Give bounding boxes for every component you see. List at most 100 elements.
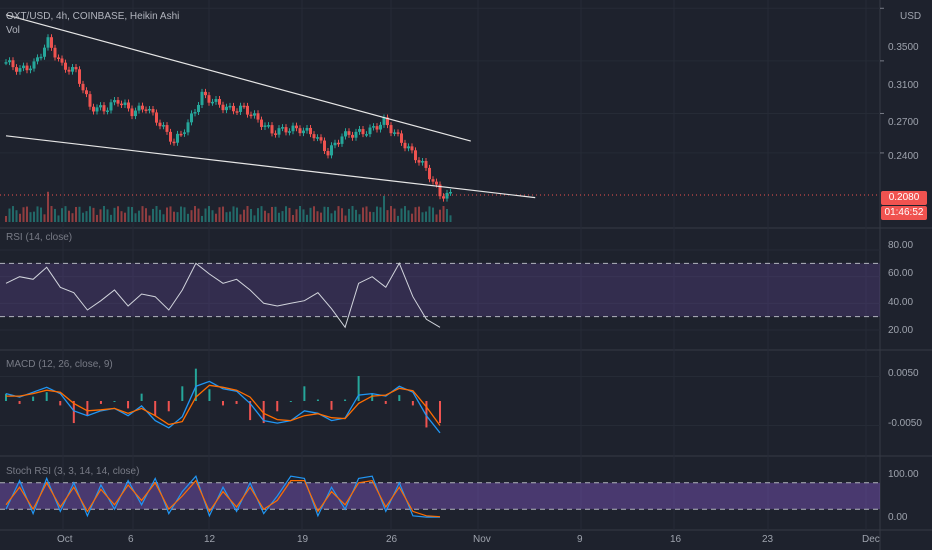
volume-bar (267, 213, 270, 222)
macd-pane-title[interactable]: MACD (12, 26, close, 9) (6, 359, 113, 370)
volume-bar (187, 213, 189, 222)
volume-bar (96, 214, 98, 222)
price-candle (134, 110, 137, 117)
price-candle (18, 68, 22, 72)
volume-bar (414, 207, 417, 222)
volume-bar (110, 214, 112, 222)
volume-bar (295, 209, 298, 222)
volume-bar (421, 212, 424, 222)
volume-bar (134, 213, 137, 222)
price-candle (309, 127, 312, 135)
volume-bar (85, 211, 88, 222)
volume-bar (320, 212, 322, 222)
price-candle (421, 161, 424, 163)
volume-bar (383, 195, 385, 222)
price-candle (372, 126, 375, 128)
volume-bar (141, 206, 144, 222)
price-candle (43, 47, 46, 57)
rsi-pane-title[interactable]: RSI (14, close) (6, 232, 73, 243)
price-candle (15, 67, 18, 72)
volume-label[interactable]: Vol (6, 25, 20, 36)
currency-label: USD (900, 11, 922, 22)
price-candle (263, 125, 267, 127)
macd-histogram-bar (194, 368, 197, 401)
stoch-tick: 0.00 (888, 512, 908, 523)
time-tick: 23 (762, 534, 774, 545)
macd-histogram-bar (72, 401, 75, 424)
volume-bar (183, 207, 186, 222)
volume-bar (82, 212, 84, 222)
volume-bar (376, 206, 378, 222)
price-candle (424, 161, 428, 168)
volume-bar (348, 208, 350, 222)
volume-bar (152, 208, 154, 222)
volume-bar (246, 206, 249, 222)
price-candle (36, 57, 39, 62)
volume-bar (372, 212, 375, 222)
volume-bar (225, 212, 228, 222)
price-candle (144, 109, 148, 111)
stoch-pane-title[interactable]: Stoch RSI (3, 3, 14, 14, close) (6, 466, 140, 477)
price-candle (200, 91, 204, 105)
price-candle (344, 131, 347, 137)
macd-histogram-bar (249, 401, 252, 421)
price-candle (11, 60, 15, 68)
price-candle (249, 114, 253, 117)
price-candle (25, 65, 29, 71)
volume-bar (5, 216, 7, 222)
volume-bar (92, 207, 95, 222)
price-candle (435, 181, 438, 185)
price-candle (130, 108, 134, 117)
volume-bar (169, 206, 172, 222)
volume-bar (176, 212, 179, 222)
volume-bar (159, 209, 161, 222)
macd-histogram-bar (99, 401, 102, 404)
volume-bar (197, 208, 200, 222)
volume-bar (365, 206, 368, 222)
macd-histogram-bar (262, 401, 265, 424)
volume-bar (33, 211, 35, 222)
volume-bar (50, 206, 53, 222)
price-candle (162, 125, 165, 127)
price-candle (330, 145, 333, 156)
volume-bar (334, 210, 336, 222)
price-tick: 0.2700 (888, 117, 919, 128)
symbol-title[interactable]: OXT/USD, 4h, COINBASE, Heikin Ashi (6, 11, 180, 22)
price-candle (333, 142, 337, 146)
macd-histogram-bar (425, 401, 428, 428)
time-tick: 12 (204, 534, 216, 545)
macd-line (5, 380, 441, 434)
volume-bar (61, 208, 63, 222)
macd-histogram-bar (127, 401, 130, 409)
price-candle (281, 127, 284, 129)
macd-histogram-bar (303, 386, 306, 401)
price-candle (253, 113, 256, 116)
price-candle (151, 108, 155, 113)
volume-bar (99, 209, 102, 222)
rsi-tick: 80.00 (888, 240, 914, 251)
volume-bar (106, 209, 109, 222)
macd-histogram-bar (154, 401, 157, 416)
price-candle (389, 125, 393, 134)
volume-bar (260, 206, 263, 222)
price-candle (414, 150, 417, 161)
price-candle (50, 37, 53, 48)
volume-bar (232, 206, 235, 222)
macd-histogram-bar (5, 393, 7, 401)
price-candle (260, 119, 263, 127)
price-candle (81, 83, 85, 91)
volume-bar (330, 213, 333, 222)
volume-bar (15, 210, 18, 222)
macd-histogram-bar (208, 389, 211, 401)
volume-bar (89, 206, 91, 222)
volume-bar (355, 209, 357, 222)
macd-histogram-bar (344, 399, 347, 401)
volume-bar (211, 210, 214, 222)
price-candle (155, 112, 158, 123)
time-tick: 6 (128, 534, 134, 545)
price-candle (127, 102, 130, 109)
volume-bar (309, 207, 312, 222)
price-candle (57, 57, 60, 59)
volume-bar (166, 207, 168, 222)
